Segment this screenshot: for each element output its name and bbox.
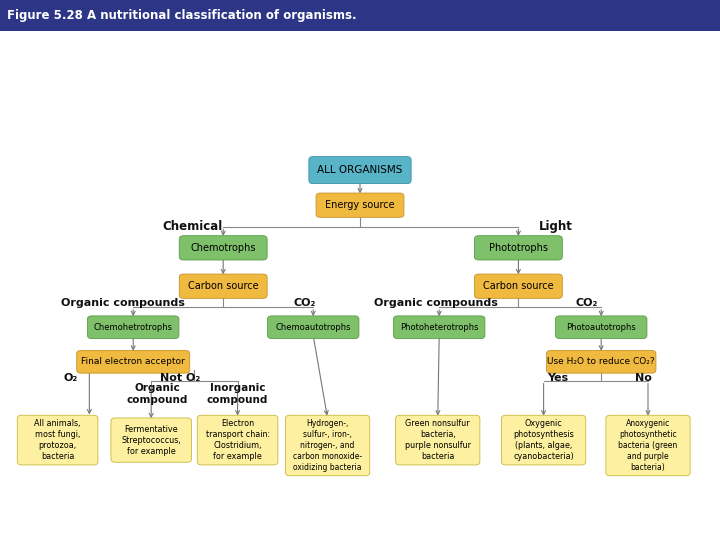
Text: Final electron acceptor: Final electron acceptor bbox=[81, 357, 185, 366]
FancyBboxPatch shape bbox=[546, 350, 656, 373]
Text: All animals,
most fungi,
protozoa,
bacteria: All animals, most fungi, protozoa, bacte… bbox=[35, 419, 81, 461]
FancyBboxPatch shape bbox=[0, 0, 720, 31]
Text: Organic compounds: Organic compounds bbox=[374, 299, 498, 308]
Text: Use H₂O to reduce CO₂?: Use H₂O to reduce CO₂? bbox=[547, 357, 655, 366]
Text: CO₂: CO₂ bbox=[576, 299, 598, 308]
Text: Green nonsulfur
bacteria,
purple nonsulfur
bacteria: Green nonsulfur bacteria, purple nonsulf… bbox=[405, 419, 471, 461]
FancyBboxPatch shape bbox=[556, 316, 647, 339]
Text: Carbon source: Carbon source bbox=[483, 281, 554, 291]
FancyBboxPatch shape bbox=[17, 415, 98, 465]
FancyBboxPatch shape bbox=[268, 316, 359, 339]
FancyBboxPatch shape bbox=[501, 415, 586, 465]
Text: Figure 5.28 A nutritional classification of organisms.: Figure 5.28 A nutritional classification… bbox=[7, 9, 357, 22]
Text: Photoheterotrophs: Photoheterotrophs bbox=[400, 323, 479, 332]
FancyBboxPatch shape bbox=[309, 157, 411, 184]
Text: Light: Light bbox=[539, 220, 572, 233]
Text: Energy source: Energy source bbox=[325, 200, 395, 210]
FancyBboxPatch shape bbox=[394, 316, 485, 339]
Text: O₂: O₂ bbox=[63, 373, 78, 383]
Text: Chemotrophs: Chemotrophs bbox=[191, 243, 256, 253]
Text: Electron
transport chain:
Clostridium,
for example: Electron transport chain: Clostridium, f… bbox=[205, 419, 270, 461]
Text: Inorganic
compound: Inorganic compound bbox=[207, 383, 269, 405]
Text: Organic compounds: Organic compounds bbox=[61, 299, 185, 308]
FancyBboxPatch shape bbox=[606, 415, 690, 476]
FancyBboxPatch shape bbox=[88, 316, 179, 339]
FancyBboxPatch shape bbox=[316, 193, 404, 217]
Text: Photoautotrophs: Photoautotrophs bbox=[567, 323, 636, 332]
Text: Carbon source: Carbon source bbox=[188, 281, 258, 291]
Text: No: No bbox=[635, 373, 652, 383]
Text: Chemoautotrophs: Chemoautotrophs bbox=[276, 323, 351, 332]
Text: Oxygenic
photosynthesis
(plants, algae,
cyanobacteria): Oxygenic photosynthesis (plants, algae, … bbox=[513, 419, 574, 461]
FancyBboxPatch shape bbox=[197, 415, 278, 465]
FancyBboxPatch shape bbox=[474, 274, 562, 298]
Text: Phototrophs: Phototrophs bbox=[489, 243, 548, 253]
Text: Chemical: Chemical bbox=[162, 220, 222, 233]
Text: ALL ORGANISMS: ALL ORGANISMS bbox=[318, 165, 402, 175]
Text: Yes: Yes bbox=[547, 373, 568, 383]
Text: CO₂: CO₂ bbox=[294, 299, 316, 308]
Text: Hydrogen-,
sulfur-, iron-,
nitrogen-, and
carbon monoxide-
oxidizing bacteria: Hydrogen-, sulfur-, iron-, nitrogen-, an… bbox=[293, 419, 362, 472]
FancyBboxPatch shape bbox=[179, 235, 267, 260]
Text: Fermentative
Streptococcus,
for example: Fermentative Streptococcus, for example bbox=[122, 424, 181, 456]
FancyBboxPatch shape bbox=[396, 415, 480, 465]
Text: Anoxygenic
photosynthetic
bacteria (green
and purple
bacteria): Anoxygenic photosynthetic bacteria (gree… bbox=[618, 419, 678, 472]
Text: Not O₂: Not O₂ bbox=[160, 373, 200, 383]
FancyBboxPatch shape bbox=[285, 415, 370, 476]
Text: Organic
compound: Organic compound bbox=[126, 383, 188, 405]
FancyBboxPatch shape bbox=[179, 274, 267, 298]
FancyBboxPatch shape bbox=[111, 418, 192, 462]
FancyBboxPatch shape bbox=[76, 350, 190, 373]
FancyBboxPatch shape bbox=[474, 235, 562, 260]
Text: Chemohetrotrophs: Chemohetrotrophs bbox=[94, 323, 173, 332]
